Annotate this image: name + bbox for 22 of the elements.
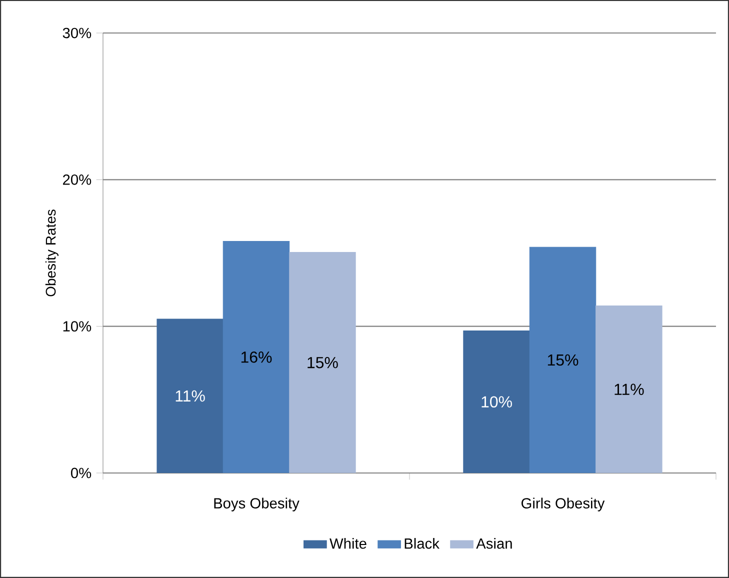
legend-label: Black [404,538,440,549]
y-tick-label: 30% [62,28,92,38]
bar [289,252,356,473]
x-tick-label: Girls Obesity [522,498,605,512]
data-label: 15% [308,356,338,368]
bar [529,246,596,473]
data-label: 10% [482,396,512,408]
data-label: 11% [176,390,205,402]
bar [463,330,530,473]
bar [222,240,290,473]
legend-label: Asian [476,538,512,549]
y-tick-label: 10% [63,321,92,332]
data-label: 11% [614,384,644,395]
y-tick-label: 0% [70,468,92,478]
y-tick-label: 20% [63,174,92,185]
bar [596,306,662,473]
bar [156,318,224,473]
x-tick-label: Boys Obesity [214,498,300,512]
y-axis-title: Obesity Rates [45,210,58,296]
legend-label: White [330,538,366,549]
data-label: 15% [548,354,578,366]
data-label: 16% [241,351,272,363]
